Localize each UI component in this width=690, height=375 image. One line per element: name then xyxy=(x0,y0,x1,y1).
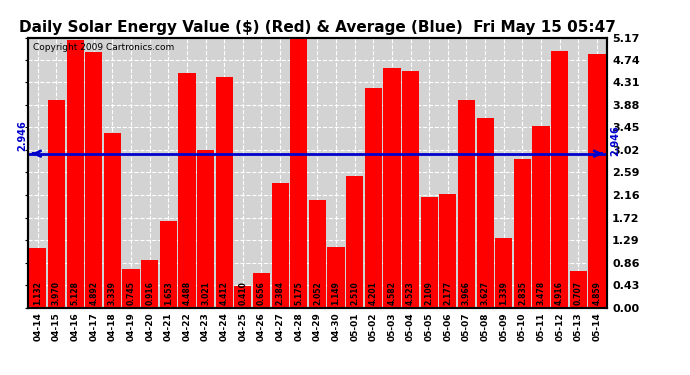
Bar xyxy=(477,118,494,308)
Bar xyxy=(402,71,419,308)
Text: 2.384: 2.384 xyxy=(275,281,285,305)
Text: 0.410: 0.410 xyxy=(238,282,247,305)
Text: 2.510: 2.510 xyxy=(350,282,359,305)
Text: 2.177: 2.177 xyxy=(444,281,453,305)
Text: 1.132: 1.132 xyxy=(33,282,42,305)
Text: 2.946: 2.946 xyxy=(610,126,620,156)
Text: 0.745: 0.745 xyxy=(126,282,135,305)
Bar xyxy=(85,52,102,308)
Text: 1.149: 1.149 xyxy=(331,282,341,305)
Text: 4.916: 4.916 xyxy=(555,282,564,305)
Bar xyxy=(495,238,513,308)
Bar xyxy=(384,68,400,308)
Bar xyxy=(309,200,326,308)
Text: 2.109: 2.109 xyxy=(425,282,434,305)
Text: 4.582: 4.582 xyxy=(388,282,397,305)
Text: 3.478: 3.478 xyxy=(537,281,546,305)
Bar xyxy=(346,176,363,308)
Bar xyxy=(551,51,569,308)
Text: 1.653: 1.653 xyxy=(164,282,172,305)
Bar xyxy=(458,100,475,308)
Bar xyxy=(235,286,251,308)
Bar xyxy=(290,37,307,308)
Text: 4.488: 4.488 xyxy=(182,281,191,305)
Bar xyxy=(104,133,121,308)
Text: 4.201: 4.201 xyxy=(369,282,378,305)
Bar xyxy=(272,183,288,308)
Text: 4.859: 4.859 xyxy=(593,282,602,305)
Bar xyxy=(179,73,195,308)
Bar xyxy=(533,126,550,308)
Bar xyxy=(589,54,606,307)
Bar xyxy=(421,197,437,308)
Bar xyxy=(141,260,158,308)
Bar xyxy=(216,77,233,308)
Text: 2.052: 2.052 xyxy=(313,282,322,305)
Text: 4.412: 4.412 xyxy=(219,282,228,305)
Text: 2.835: 2.835 xyxy=(518,282,527,305)
Bar xyxy=(365,88,382,308)
Text: 5.128: 5.128 xyxy=(70,282,79,305)
Text: Copyright 2009 Cartronics.com: Copyright 2009 Cartronics.com xyxy=(33,43,175,52)
Text: 3.627: 3.627 xyxy=(481,281,490,305)
Bar xyxy=(159,221,177,308)
Title: Daily Solar Energy Value ($) (Red) & Average (Blue)  Fri May 15 05:47: Daily Solar Energy Value ($) (Red) & Ave… xyxy=(19,20,616,35)
Bar xyxy=(122,268,139,308)
Text: 2.946: 2.946 xyxy=(18,120,28,151)
Bar xyxy=(570,271,587,308)
Bar xyxy=(197,150,214,308)
Text: 0.916: 0.916 xyxy=(145,282,154,305)
Text: 1.339: 1.339 xyxy=(500,282,509,305)
Text: 4.523: 4.523 xyxy=(406,282,415,305)
Text: 4.892: 4.892 xyxy=(89,281,98,305)
Bar xyxy=(29,248,46,308)
Bar xyxy=(66,40,83,308)
Bar xyxy=(440,194,456,308)
Text: 3.970: 3.970 xyxy=(52,281,61,305)
Text: 3.339: 3.339 xyxy=(108,282,117,305)
Text: 0.656: 0.656 xyxy=(257,282,266,305)
Text: 5.175: 5.175 xyxy=(294,282,304,305)
Text: 3.021: 3.021 xyxy=(201,282,210,305)
Bar xyxy=(514,159,531,308)
Bar xyxy=(253,273,270,308)
Bar xyxy=(48,100,65,308)
Text: 3.966: 3.966 xyxy=(462,282,471,305)
Text: 0.707: 0.707 xyxy=(574,281,583,305)
Bar xyxy=(328,248,344,308)
